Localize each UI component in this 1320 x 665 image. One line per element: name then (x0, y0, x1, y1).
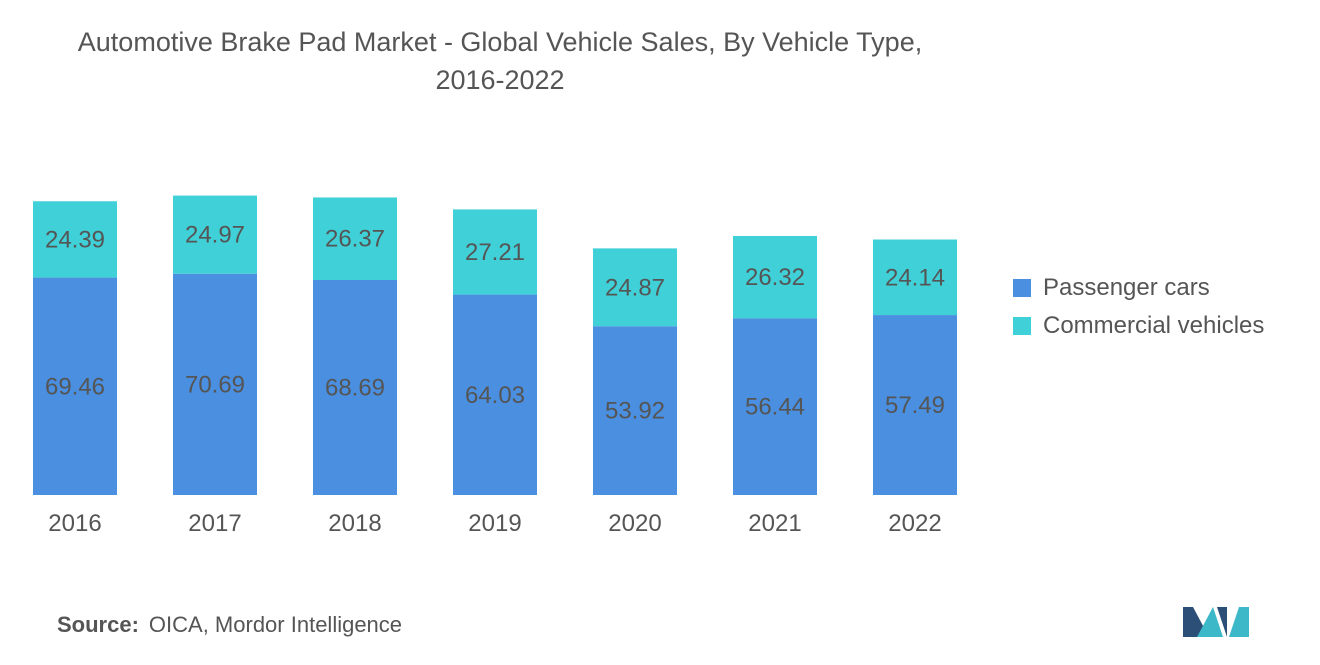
bar-passenger-cars-2020 (593, 326, 677, 495)
x-tick-label-2020: 2020 (608, 510, 661, 537)
data-label-passenger-cars-2021: 56.44 (745, 394, 805, 421)
data-label-commercial-vehicles-2020: 24.87 (605, 274, 665, 301)
source-note: Source: OICA, Mordor Intelligence (57, 612, 402, 638)
legend-item-commercial-vehicles[interactable]: Commercial vehicles (1013, 307, 1264, 345)
data-label-commercial-vehicles-2021: 26.32 (745, 264, 805, 291)
data-label-commercial-vehicles-2019: 27.21 (465, 239, 525, 266)
x-tick-label-2019: 2019 (468, 510, 521, 537)
data-label-passenger-cars-2018: 68.69 (325, 375, 385, 402)
bar-commercial-vehicles-2017 (173, 195, 257, 274)
source-label: Source: (57, 612, 139, 637)
data-label-passenger-cars-2022: 57.49 (885, 392, 945, 419)
x-tick-label-2022: 2022 (888, 510, 941, 537)
x-tick-label-2016: 2016 (48, 510, 101, 537)
legend-item-passenger-cars[interactable]: Passenger cars (1013, 269, 1264, 307)
source-text: OICA, Mordor Intelligence (148, 612, 403, 637)
x-tick-label-2017: 2017 (188, 510, 241, 537)
chart-title-line2: 2016-2022 (435, 65, 565, 95)
data-label-passenger-cars-2019: 64.03 (465, 382, 525, 409)
mordor-intelligence-logo-icon (1183, 603, 1251, 644)
x-tick-label-2021: 2021 (748, 510, 801, 537)
data-label-passenger-cars-2016: 69.46 (45, 373, 105, 400)
legend-label-commercial-vehicles: Commercial vehicles (1043, 312, 1265, 339)
data-label-commercial-vehicles-2018: 26.37 (325, 226, 385, 253)
bar-commercial-vehicles-2019 (453, 209, 537, 295)
legend: Passenger cars Commercial vehicles (1013, 269, 1264, 345)
data-label-commercial-vehicles-2017: 24.97 (185, 222, 245, 249)
bar-commercial-vehicles-2016 (33, 201, 117, 278)
stacked-bar-chart: 69.46 24.39 2016 70.69 24.97 2017 68.69 26.37 20… (33, 195, 957, 537)
bar-commercial-vehicles-2018 (313, 197, 397, 281)
bar-passenger-cars-2022 (873, 315, 957, 495)
bar-commercial-vehicles-2021 (733, 235, 817, 319)
bar-passenger-cars-2018 (313, 280, 397, 495)
legend-swatch-commercial-vehicles (1013, 317, 1031, 335)
data-label-passenger-cars-2017: 70.69 (185, 371, 245, 398)
x-tick-label-2018: 2018 (328, 510, 381, 537)
legend-label-passenger-cars: Passenger cars (1043, 274, 1210, 301)
legend-swatch-passenger-cars (1013, 279, 1031, 297)
data-label-commercial-vehicles-2022: 24.14 (885, 264, 945, 291)
bar-passenger-cars-2017 (173, 273, 257, 495)
bar-passenger-cars-2021 (733, 318, 817, 495)
bar-passenger-cars-2016 (33, 277, 117, 495)
data-label-passenger-cars-2020: 53.92 (605, 398, 665, 425)
bar-passenger-cars-2019 (453, 294, 537, 495)
chart-title-line1: Automotive Brake Pad Market - Global Veh… (77, 27, 923, 57)
bar-commercial-vehicles-2020 (593, 248, 677, 327)
bar-commercial-vehicles-2022 (873, 239, 957, 316)
data-label-commercial-vehicles-2016: 24.39 (45, 226, 105, 253)
